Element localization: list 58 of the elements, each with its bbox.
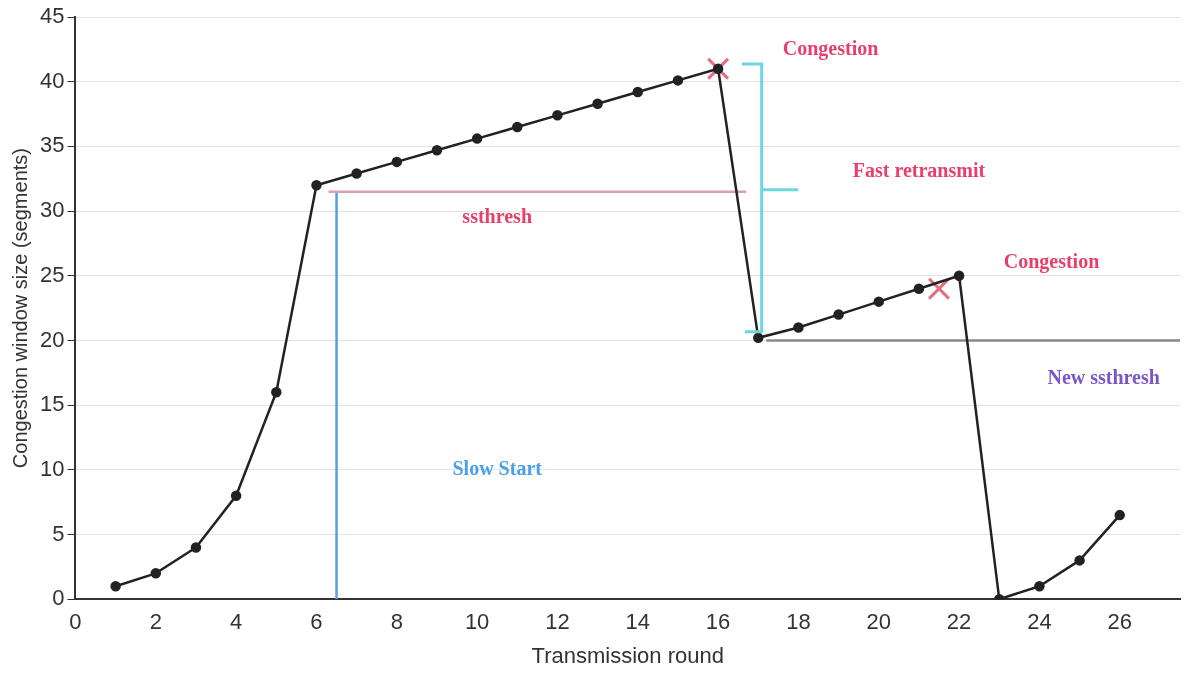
annotation: New ssthresh xyxy=(1047,366,1160,389)
y-tick-label: 25 xyxy=(39,261,65,287)
point xyxy=(431,145,443,156)
point xyxy=(592,98,603,109)
point xyxy=(753,332,764,344)
point xyxy=(873,296,885,307)
point xyxy=(793,322,804,333)
x-tick-label: 0 xyxy=(69,609,82,635)
point xyxy=(632,86,644,98)
y-tick-label: 0 xyxy=(52,585,65,611)
x-tick-label: 12 xyxy=(545,609,570,635)
point xyxy=(230,490,242,501)
point xyxy=(1034,581,1045,592)
annotation: Slow Start xyxy=(452,456,543,479)
y-tick-label: 20 xyxy=(39,326,65,352)
point xyxy=(913,283,925,294)
x-tick-label: 20 xyxy=(866,609,892,635)
point xyxy=(471,133,483,144)
point xyxy=(1114,509,1125,521)
x-tick-label: 22 xyxy=(946,609,972,635)
x-axis-title: Transmission round xyxy=(531,642,724,668)
x-tick-label: 14 xyxy=(625,609,651,635)
annotation: Congestion xyxy=(1003,249,1100,273)
point xyxy=(271,386,282,398)
x-tick-label: 16 xyxy=(705,609,731,635)
point xyxy=(150,568,162,579)
x-tick-label: 18 xyxy=(786,609,811,635)
point xyxy=(953,270,965,282)
x-tick-label: 2 xyxy=(149,609,162,635)
y-tick-label: 35 xyxy=(39,132,65,158)
x-tick-label: 10 xyxy=(464,609,490,635)
annotation: ssthresh xyxy=(462,204,533,227)
x-tick-label: 26 xyxy=(1107,609,1132,635)
point xyxy=(110,581,121,592)
y-axis-title: Congestion window size (segments) xyxy=(8,148,31,469)
x-tick-label: 4 xyxy=(230,609,243,635)
y-tick-label: 45 xyxy=(39,3,65,29)
x-tick-label: 6 xyxy=(310,609,323,635)
point xyxy=(706,57,730,81)
annotation: Congestion xyxy=(782,36,879,60)
point xyxy=(391,156,403,168)
point xyxy=(351,168,362,179)
point xyxy=(552,110,563,121)
point xyxy=(311,179,322,191)
y-tick-label: 40 xyxy=(39,67,65,93)
point xyxy=(1074,555,1085,566)
point xyxy=(833,309,844,320)
point xyxy=(672,75,684,86)
point xyxy=(712,63,724,74)
point xyxy=(190,542,202,553)
x-tick-label: 8 xyxy=(390,609,403,635)
point xyxy=(512,121,523,133)
y-tick-label: 15 xyxy=(39,391,65,417)
annotation: Fast retransmit xyxy=(852,159,986,182)
y-tick-label: 10 xyxy=(39,455,65,481)
y-tick-label: 30 xyxy=(39,197,65,223)
x-tick-label: 24 xyxy=(1027,609,1052,635)
y-tick-label: 5 xyxy=(52,520,65,546)
